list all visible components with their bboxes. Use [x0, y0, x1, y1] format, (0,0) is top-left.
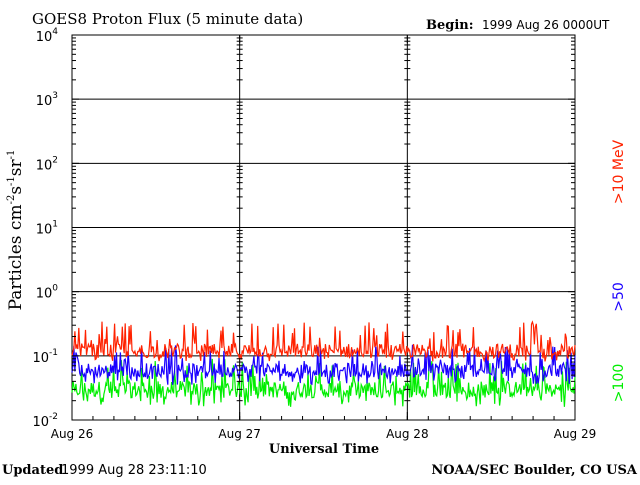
- y-tick-label: 100: [36, 284, 59, 302]
- y-tick-label: 103: [36, 91, 58, 109]
- y-tick-exp: 3: [52, 91, 58, 101]
- legend-gt100: >100: [611, 364, 627, 402]
- y-axis-label-exp2: -1: [6, 176, 17, 186]
- y-axis-label-base: Particles cm: [6, 204, 26, 310]
- y-tick-base: 10: [36, 30, 53, 45]
- y-axis-label-s: s: [6, 186, 26, 195]
- y-tick-base: 10: [32, 351, 49, 366]
- y-tick-exp: -1: [49, 348, 58, 358]
- y-tick-exp: -2: [49, 412, 58, 422]
- y-tick-label: 104: [36, 27, 59, 45]
- y-tick-exp: 1: [52, 220, 58, 230]
- begin-value: 1999 Aug 26 0000UT: [482, 18, 610, 32]
- x-tick-label: Aug 26: [51, 427, 94, 441]
- x-tick-label: Aug 29: [554, 427, 597, 441]
- y-tick-base: 10: [32, 415, 49, 430]
- chart-title: GOES8 Proton Flux (5 minute data): [32, 10, 303, 28]
- updated-label: Updated: [2, 463, 63, 478]
- y-tick-base: 10: [36, 223, 53, 238]
- series-line: [71, 358, 576, 407]
- y-tick-base: 10: [36, 94, 53, 109]
- y-axis-label-exp3: -1: [6, 150, 17, 160]
- series-layer: [71, 320, 576, 407]
- begin-label: Begin:: [426, 18, 474, 33]
- x-tick-labels: Aug 26 Aug 27 Aug 28 Aug 29: [51, 427, 597, 441]
- legend-gt50: >50: [611, 282, 627, 312]
- y-axis-label-exp1: -2: [6, 195, 17, 205]
- y-tick-base: 10: [36, 158, 53, 173]
- y-tick-exp: 2: [52, 155, 58, 165]
- credit: NOAA/SEC Boulder, CO USA: [431, 463, 638, 478]
- ticks-layer: [71, 34, 576, 421]
- x-axis-label: Universal Time: [269, 442, 379, 457]
- y-tick-label: 101: [36, 220, 58, 238]
- x-tick-label: Aug 28: [386, 427, 429, 441]
- y-tick-label: 10-1: [32, 348, 58, 366]
- x-tick-label: Aug 27: [218, 427, 261, 441]
- y-axis-label: Particles cm-2s-1sr-1: [6, 150, 26, 311]
- y-axis-label-sr: sr: [6, 158, 26, 176]
- y-tick-label: 102: [36, 155, 58, 173]
- updated-value: 1999 Aug 28 23:11:10: [61, 463, 207, 478]
- y-tick-exp: 0: [52, 284, 58, 294]
- y-tick-label: 10-2: [32, 412, 58, 430]
- series-line: [71, 320, 576, 363]
- y-tick-base: 10: [36, 287, 53, 302]
- legend-gt10-mev: >10 MeV: [611, 139, 627, 204]
- y-tick-exp: 4: [52, 27, 58, 37]
- series-line: [71, 344, 576, 386]
